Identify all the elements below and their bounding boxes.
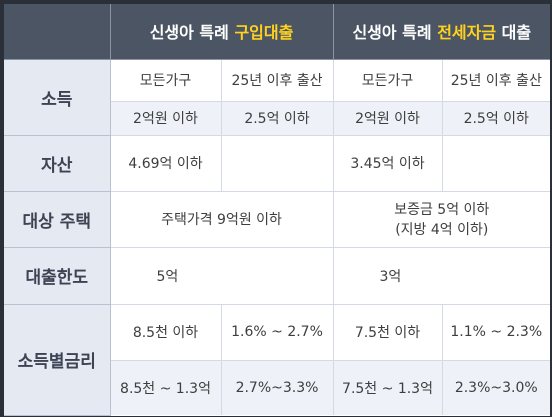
lease-birth-income-limit: 2.5억 이하 [442,101,551,136]
header-lease-suffix: 대출 [496,23,532,43]
housing-row: 대상 주택 주택가격 9억원 이하 보증금 5억 이하 (지방 4억 이하) [4,191,551,248]
lease-birth-after-2025: 25년 이후 출산 [442,59,551,102]
purchase-loan-limit: 5억 [110,247,334,305]
assets-label: 자산 [4,135,111,192]
assets-row: 자산 4.69억 이하 3.45억 이하 [4,135,551,192]
housing-label: 대상 주택 [4,191,111,248]
header-lease-highlight: 전세자금 [437,23,497,43]
purchase-rate-tier-2: 2.7%~3.3% [221,360,334,415]
income-row-2: 2억원 이하 2.5억 이하 2억원 이하 2.5억 이하 [4,101,551,136]
lease-rate-tier-1: 1.1% ~ 2.3% [442,304,551,361]
header-corner [4,4,111,60]
loan-limit-label: 대출한도 [4,247,111,305]
purchase-all-households: 모든가구 [110,59,222,102]
rate-row-1: 소득별금리 8.5천 이하 1.6% ~ 2.7% 7.5천 이하 1.1% ~… [4,304,551,416]
lease-all-income-limit: 2억원 이하 [333,101,443,136]
purchase-income-tier-1: 8.5천 이하 [110,304,222,361]
rate-row-2: 8.5천 ~ 1.3억 2.7%~3.3% 7.5천 ~ 1.3억 2.3%~3… [4,360,551,415]
income-row-1: 소득 모든가구 25년 이후 출산 모든가구 25년 이후 출산 [4,59,551,136]
lease-all-households: 모든가구 [333,59,443,102]
lease-assets: 3.45억 이하 [333,135,443,192]
income-label: 소득 [4,59,111,136]
header-lease-loan: 신생아 특례 전세자금 대출 [333,4,551,60]
purchase-housing: 주택가격 9억원 이하 [110,191,334,248]
purchase-all-income-limit: 2억원 이하 [110,101,222,136]
lease-housing-line1: 보증금 5억 이하 [394,202,490,218]
lease-assets-empty [442,135,551,192]
purchase-income-tier-2: 8.5천 ~ 1.3억 [110,360,222,415]
lease-rate-tier-2: 2.3%~3.0% [442,360,551,415]
lease-loan-limit: 3억 [333,247,551,305]
header-purchase-highlight: 구입대출 [234,23,294,43]
purchase-assets-empty [221,135,334,192]
lease-income-tier-2: 7.5천 ~ 1.3억 [333,360,443,415]
lease-housing: 보증금 5억 이하 (지방 4억 이하) [333,191,551,248]
rate-label: 소득별금리 [4,304,111,416]
header-lease-prefix: 신생아 특례 [352,23,438,43]
purchase-birth-after-2025: 25년 이후 출산 [221,59,334,102]
newborn-loan-comparison-table: 신생아 특례 구입대출 신생아 특례 전세자금 대출 소득 모든가구 25년 이… [4,4,551,416]
purchase-assets: 4.69억 이하 [110,135,222,192]
lease-income-tier-1: 7.5천 이하 [333,304,443,361]
purchase-birth-income-limit: 2.5억 이하 [221,101,334,136]
header-row: 신생아 특례 구입대출 신생아 특례 전세자금 대출 [4,4,551,60]
loan-limit-row: 대출한도 5억 3억 [4,247,551,305]
purchase-rate-tier-1: 1.6% ~ 2.7% [221,304,334,361]
header-purchase-loan: 신생아 특례 구입대출 [110,4,334,60]
lease-housing-line2: (지방 4억 이하) [395,222,489,238]
header-purchase-prefix: 신생아 특례 [149,23,235,43]
